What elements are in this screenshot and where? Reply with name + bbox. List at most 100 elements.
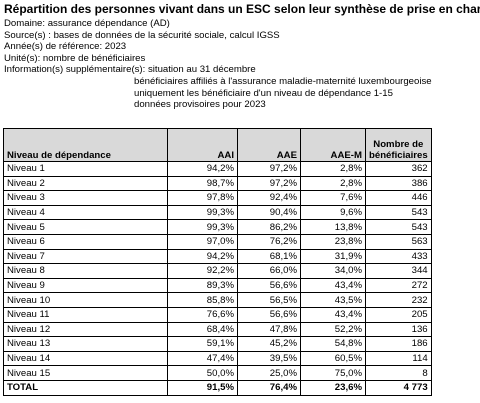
cell: 97,0% [167,233,238,250]
table-row: Niveau 11 76,6% 56,6% 43,4% 205 [3,306,432,323]
cell: 205 [365,306,432,323]
cell: Niveau 6 [3,233,168,250]
cell: 272 [365,277,432,294]
cell: 47,4% [167,350,238,367]
table-row: Niveau 14 47,4% 39,5% 60,5% 114 [3,350,432,367]
cell: 232 [365,292,432,308]
table-row: Niveau 9 89,3% 56,6% 43,4% 272 [3,277,432,294]
cell: 90,4% [237,204,301,221]
cell: 45,2% [237,336,301,352]
column-header: Nombre de bénéficiaires [365,128,432,162]
cell: Niveau 12 [3,321,168,338]
cell: 76,4% [237,379,301,396]
cell: 563 [365,233,432,250]
cell: Niveau 9 [3,277,168,294]
cell: 13,8% [300,219,366,235]
cell: Niveau 10 [3,292,168,308]
cell: TOTAL [3,379,168,396]
cell: 68,1% [237,248,301,265]
cell: Niveau 15 [3,365,168,381]
cell: Niveau 13 [3,336,168,352]
cell: 76,2% [237,233,301,250]
cell: 99,3% [167,204,238,221]
info-note: données provisoires pour 2023 [134,99,266,111]
cell: 68,4% [167,321,238,338]
meta-line: Année(s) de référence: 2023 [4,41,127,53]
table-row: Niveau 13 59,1% 45,2% 54,8% 186 [3,336,432,352]
table-row: Niveau 2 98,7% 97,2% 2,8% 386 [3,175,432,192]
cell: 75,0% [300,365,366,381]
info-line: Information(s) supplémentaire(s): situat… [4,64,432,76]
cell: 43,5% [300,292,366,308]
cell: 386 [365,175,432,192]
cell: Niveau 4 [3,204,168,221]
info-label: Information(s) supplémentaire(s): [4,64,146,76]
cell: 56,5% [237,292,301,308]
table-row: Niveau 6 97,0% 76,2% 23,8% 563 [3,233,432,250]
cell: 23,8% [300,233,366,250]
cell: 39,5% [237,350,301,367]
cell: 2,8% [300,161,366,177]
cell: 9,6% [300,204,366,221]
table-row: Niveau 15 50,0% 25,0% 75,0% 8 [3,365,432,381]
cell: 94,2% [167,161,238,177]
cell: 8 [365,365,432,381]
column-header: AAE [237,128,301,162]
cell: 54,8% [300,336,366,352]
info-note: situation au 31 décembre [147,64,256,76]
cell: Niveau 3 [3,190,168,206]
table-row: Niveau 10 85,8% 56,5% 43,5% 232 [3,292,432,308]
cell: Niveau 1 [3,161,168,177]
meta-line: Domaine: assurance dépendance (AD) [4,18,170,29]
table-row: Niveau 4 99,3% 90,4% 9,6% 543 [3,204,432,221]
cell: 7,6% [300,190,366,206]
info-note: uniquement les bénéficiaire d'un niveau … [134,87,393,99]
cell: 362 [365,161,432,177]
column-header: Niveau de dépendance [3,128,168,162]
cell: 31,9% [300,248,366,265]
cell: 97,2% [237,175,301,192]
cell: Niveau 14 [3,350,168,367]
total-row: TOTAL 91,5% 76,4% 23,6% 4 773 [3,379,432,396]
cell: 97,8% [167,190,238,206]
table-row: Niveau 8 92,2% 66,0% 34,0% 344 [3,263,432,279]
cell: 76,6% [167,306,238,323]
table: Niveau de dépendance AAI AAE AAE-M Nombre de… [3,128,432,396]
cell: 25,0% [237,365,301,381]
cell: 43,4% [300,306,366,323]
cell: 186 [365,336,432,352]
column-header: AAI [167,128,238,162]
meta-line: Unité(s): nombre de bénéficiaires [4,52,146,64]
table-row: Niveau 1 94,2% 97,2% 2,8% 362 [3,161,432,177]
cell: 60,5% [300,350,366,367]
cell: 543 [365,204,432,221]
cell: Niveau 11 [3,306,168,323]
cell: 114 [365,350,432,367]
cell: 136 [365,321,432,338]
cell: 92,4% [237,190,301,206]
cell: 50,0% [167,365,238,381]
cell: 98,7% [167,175,238,192]
metadata: Domaine: assurance dépendance (AD) Source… [4,18,432,111]
title: Répartition des personnes vivant dans un… [4,2,480,16]
cell: 47,8% [237,321,301,338]
cell: 433 [365,248,432,265]
header-row: Niveau de dépendance AAI AAE AAE-M Nombre de… [3,128,432,162]
cell: 4 773 [365,379,432,396]
cell: 99,3% [167,219,238,235]
cell: Niveau 7 [3,248,168,265]
cell: 34,0% [300,263,366,279]
cell: 52,2% [300,321,366,338]
cell: 92,2% [167,263,238,279]
cell: Niveau 8 [3,263,168,279]
table-row: Niveau 3 97,8% 92,4% 7,6% 446 [3,190,432,206]
cell: 446 [365,190,432,206]
meta-line: Source(s) : bases de données de la sécur… [4,29,280,41]
cell: 66,0% [237,263,301,279]
cell: 56,6% [237,306,301,323]
cell: 94,2% [167,248,238,265]
info-note: bénéficiaires affiliés à l'assurance mal… [134,75,432,87]
cell: 2,8% [300,175,366,192]
table-row: Niveau 5 99,3% 86,2% 13,8% 543 [3,219,432,235]
